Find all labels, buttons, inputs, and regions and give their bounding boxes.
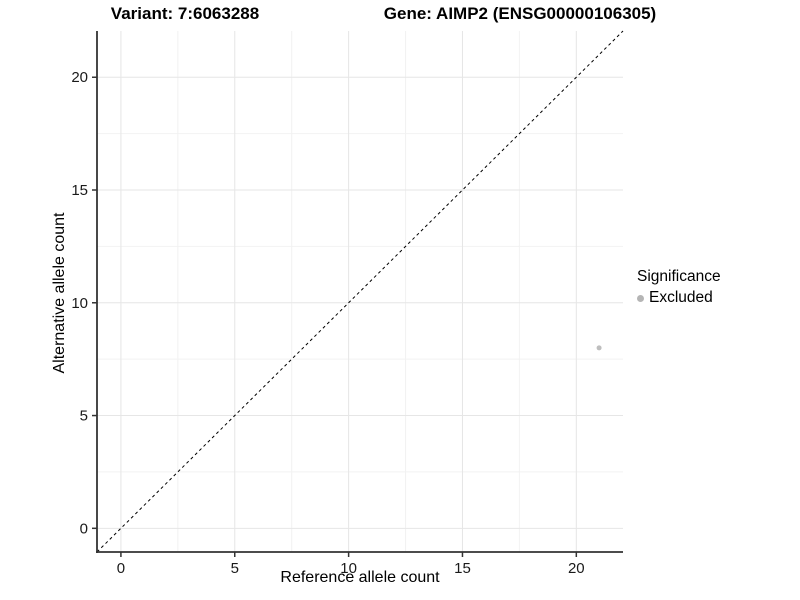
y-tick-label: 5	[80, 408, 88, 425]
legend: Significance Excluded	[637, 268, 721, 307]
legend-entry-excluded: Excluded	[637, 289, 721, 307]
y-axis-title: Alternative allele count	[51, 212, 68, 374]
y-tick-label: 15	[71, 182, 88, 199]
plot-title-variant: Variant: 7:6063288	[110, 4, 260, 23]
plot-title-gene: Gene: AIMP2 (ENSG00000106305)	[383, 4, 657, 23]
legend-entry-label: Excluded	[649, 289, 713, 306]
panel-background	[97, 31, 623, 552]
x-tick-label: 0	[117, 560, 125, 577]
x-tick-label: 15	[454, 560, 471, 577]
legend-point-icon	[637, 294, 644, 302]
data-point	[596, 345, 602, 351]
y-tick-label: 20	[71, 69, 88, 86]
x-axis-title: Reference allele count	[280, 569, 440, 586]
x-tick-label: 20	[568, 560, 585, 577]
x-tick-label: 10	[340, 560, 357, 577]
legend-title: Significance	[637, 268, 721, 285]
y-tick-label: 0	[80, 520, 88, 537]
x-tick-label: 5	[231, 560, 239, 577]
y-tick-label: 10	[71, 295, 88, 312]
